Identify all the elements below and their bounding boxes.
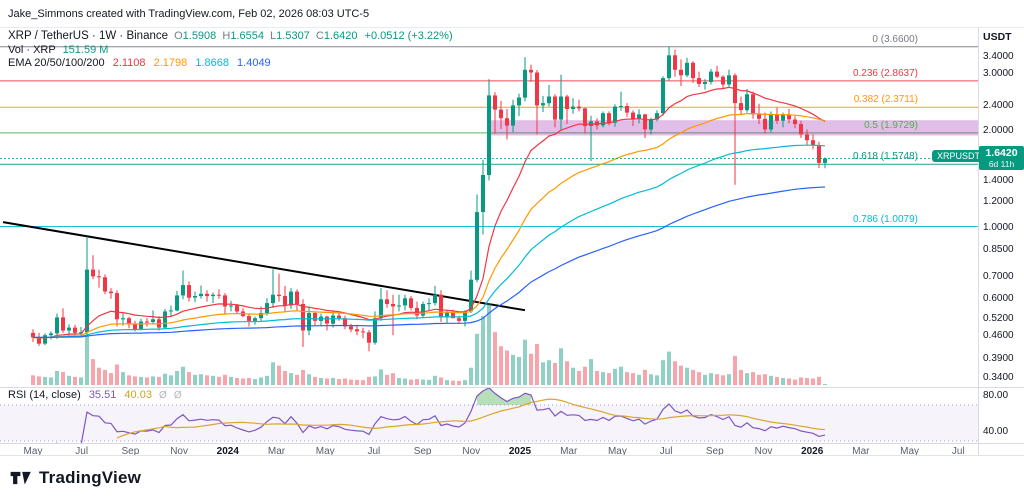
price-pane[interactable] (0, 46, 978, 386)
price-tick-label: 0.3400 (983, 372, 1014, 383)
fib-level-label: 0.786 (1.0079) (852, 214, 918, 225)
price-tick-label: 0.4600 (983, 330, 1014, 341)
price-zone (489, 120, 978, 136)
time-axis-label: May (607, 446, 627, 457)
time-axis-label: 2025 (508, 446, 532, 457)
price-tick-label: 0.8500 (983, 244, 1014, 255)
indicator-circle-icon: Ø (159, 390, 167, 401)
rsi-ma-value: 40.03 (124, 389, 152, 401)
attribution-bar: Jake_Simmons created with TradingView.co… (0, 0, 1024, 28)
ema-50-line (32, 112, 826, 339)
legend-symbol-row[interactable]: XRP / TetherUS · 1W · Binance O1.5908 H1… (8, 30, 453, 44)
ema-20-line (32, 86, 826, 339)
price-tick-label: 0.7000 (983, 271, 1014, 282)
time-axis-label: Sep (413, 446, 432, 457)
price-tick-label: 0.3900 (983, 353, 1014, 364)
bar-countdown: 6d 11h (988, 159, 1015, 169)
ema100-value: 1.8668 (195, 57, 229, 69)
trendline (2, 221, 526, 312)
candles-layer (31, 46, 827, 352)
attribution-text: Jake_Simmons created with TradingView.co… (8, 7, 370, 20)
ema-200-line (33, 186, 826, 338)
open-value: 1.5908 (182, 30, 217, 42)
rsi-label: RSI (14, close) (8, 389, 81, 401)
current-price-value: 1.6420 (985, 147, 1018, 159)
low-label: L (270, 30, 277, 42)
legend-ema-row[interactable]: EMA 20/50/100/200 2.1108 2.1798 1.8668 1… (8, 57, 453, 71)
time-axis-label: Mar (267, 446, 286, 457)
time-axis-label: Nov (754, 446, 773, 457)
time-axis-label: Mar (560, 446, 578, 457)
tradingview-logo-icon[interactable] (10, 469, 32, 487)
price-tick-label: 2.4000 (983, 100, 1014, 111)
time-axis-label: 2024 (216, 446, 239, 457)
time-axis-label: May (900, 446, 920, 457)
price-tick-label: 0.5200 (983, 313, 1014, 324)
volume-value: 151.59 M (62, 43, 109, 56)
time-axis-label: Nov (462, 446, 481, 457)
price-tick-label: 1.4000 (983, 175, 1014, 186)
price-axis-border (978, 28, 979, 455)
pane-separator[interactable] (0, 387, 1024, 388)
rsi-tick-label: 80.00 (983, 390, 1009, 401)
time-axis-label: May (23, 446, 43, 457)
price-tick-label: 2.0000 (983, 125, 1014, 136)
ema-label: EMA 20/50/100/200 (8, 57, 105, 69)
fib-level-label: 0.382 (2.3711) (853, 94, 918, 105)
open-label: O (174, 30, 183, 42)
current-price-badge: 1.6420 6d 11h (979, 146, 1024, 170)
price-tick-label: 3.4000 (983, 51, 1014, 62)
rsi-tick-label: 40.00 (983, 426, 1009, 437)
ema-100-line (32, 144, 826, 339)
symbol-title: XRP / TetherUS · 1W · Binance (8, 30, 169, 42)
high-value: 1.6554 (230, 30, 264, 42)
time-axis-label: Sep (705, 446, 724, 457)
volume-label: Vol · XRP (8, 43, 56, 56)
legend-volume-row[interactable]: Vol · XRP 151.59 M (8, 44, 453, 58)
symbol-price-tag: XRPUSDT (932, 150, 986, 162)
time-axis-label: Mar (852, 446, 870, 457)
time-axis-label: 2026 (801, 446, 824, 457)
tradingview-wordmark[interactable]: TradingView (39, 467, 142, 487)
volume-layer (31, 303, 827, 386)
rsi-ma-line (116, 398, 826, 439)
close-value: 1.6420 (323, 30, 358, 42)
ema20-value: 2.1108 (112, 57, 146, 69)
close-label: C (315, 30, 324, 42)
price-tick-label: 0.6000 (983, 293, 1014, 304)
ema50-value: 2.1798 (153, 57, 188, 69)
legend: XRP / TetherUS · 1W · Binance O1.5908 H1… (8, 30, 453, 71)
fib-level-label: 0.618 (1.5748) (852, 151, 918, 162)
indicator-circle-icon: Ø (173, 390, 182, 401)
rsi-legend-row[interactable]: RSI (14, close) 35.51 40.03 Ø Ø (8, 389, 182, 401)
rsi-overbought-fill (477, 388, 531, 405)
price-axis-currency: USDT (983, 31, 1012, 43)
fib-level-label: 0 (3.6600) (872, 34, 918, 45)
low-value: 1.5307 (276, 30, 310, 42)
time-axis-label: Jul (75, 446, 89, 457)
fib-level-label: 0.5 (1.9729) (864, 120, 918, 131)
rsi-value: 35.51 (88, 389, 117, 401)
rsi-line (56, 388, 826, 443)
fib-level-label: 0.236 (2.8637) (852, 68, 918, 79)
price-tick-label: 1.0000 (983, 222, 1014, 233)
price-tick-label: 3.0000 (983, 68, 1014, 79)
time-axis-label: Jul (659, 446, 673, 457)
change-value: +0.0512 (+3.22%) (364, 30, 453, 42)
ema200-value: 1.4049 (237, 57, 271, 69)
time-axis-label: May (315, 446, 335, 457)
time-axis-label: Sep (121, 446, 140, 457)
footer-bar: TradingView (0, 455, 1024, 499)
time-axis-label: Jul (951, 446, 965, 457)
price-tick-label: 1.2000 (983, 196, 1014, 207)
time-axis-label: Nov (170, 446, 188, 457)
time-axis-separator (0, 443, 1024, 444)
high-label: H (222, 30, 231, 42)
time-axis-label: Jul (367, 446, 381, 457)
rsi-pane[interactable] (0, 388, 978, 463)
